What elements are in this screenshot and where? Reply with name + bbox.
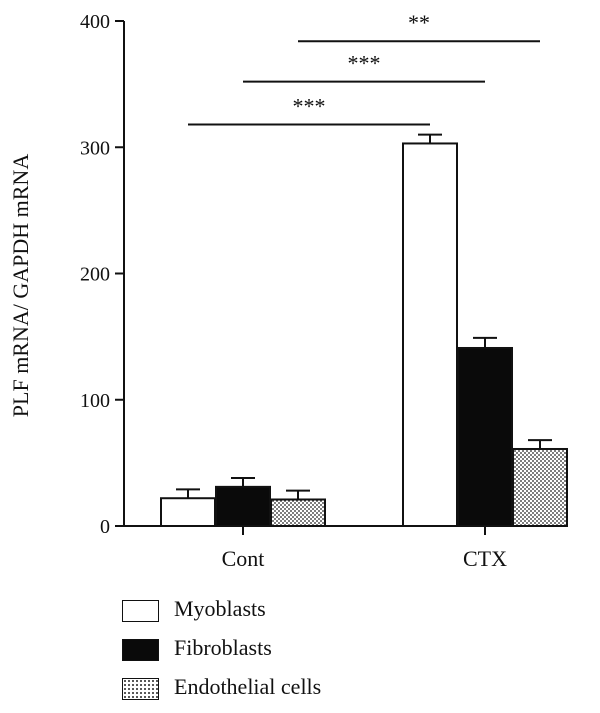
legend-label-endothelial-cells: Endothelial cells <box>174 674 322 699</box>
y-tick-label: 100 <box>80 390 110 412</box>
significance-label: *** <box>293 94 326 119</box>
y-tick-label: 0 <box>100 516 110 538</box>
legend-label-myoblasts: Myoblasts <box>174 596 266 621</box>
y-tick-label: 400 <box>80 11 110 33</box>
bar-myoblasts-ctx <box>402 142 458 527</box>
y-tick-label: 300 <box>80 137 110 159</box>
legend-label-fibroblasts: Fibroblasts <box>174 635 272 660</box>
y-tick-label: 200 <box>80 264 110 286</box>
x-tick-label: Cont <box>222 546 265 571</box>
legend-swatch-myoblasts <box>122 600 159 622</box>
bar-myoblasts-cont <box>160 497 216 528</box>
significance-label: *** <box>348 51 381 76</box>
bar-endothelial-cells-cont <box>270 498 326 527</box>
bar-fibroblasts-cont <box>215 485 271 527</box>
significance-label: ** <box>408 10 430 35</box>
bar-endothelial-cells-ctx <box>512 447 568 527</box>
bar-fibroblasts-ctx <box>457 346 513 527</box>
x-tick-label: CTX <box>463 546 507 571</box>
y-axis-label: PLF mRNA/ GAPDH mRNA <box>8 154 33 418</box>
bar-chart: 0 100 200 300 400 PLF mRNA/ GAPDH mRNA Cont CTX… <box>8 10 568 571</box>
legend-swatch-fibroblasts <box>122 639 159 661</box>
legend-swatch-endothelial-cells <box>122 678 159 700</box>
